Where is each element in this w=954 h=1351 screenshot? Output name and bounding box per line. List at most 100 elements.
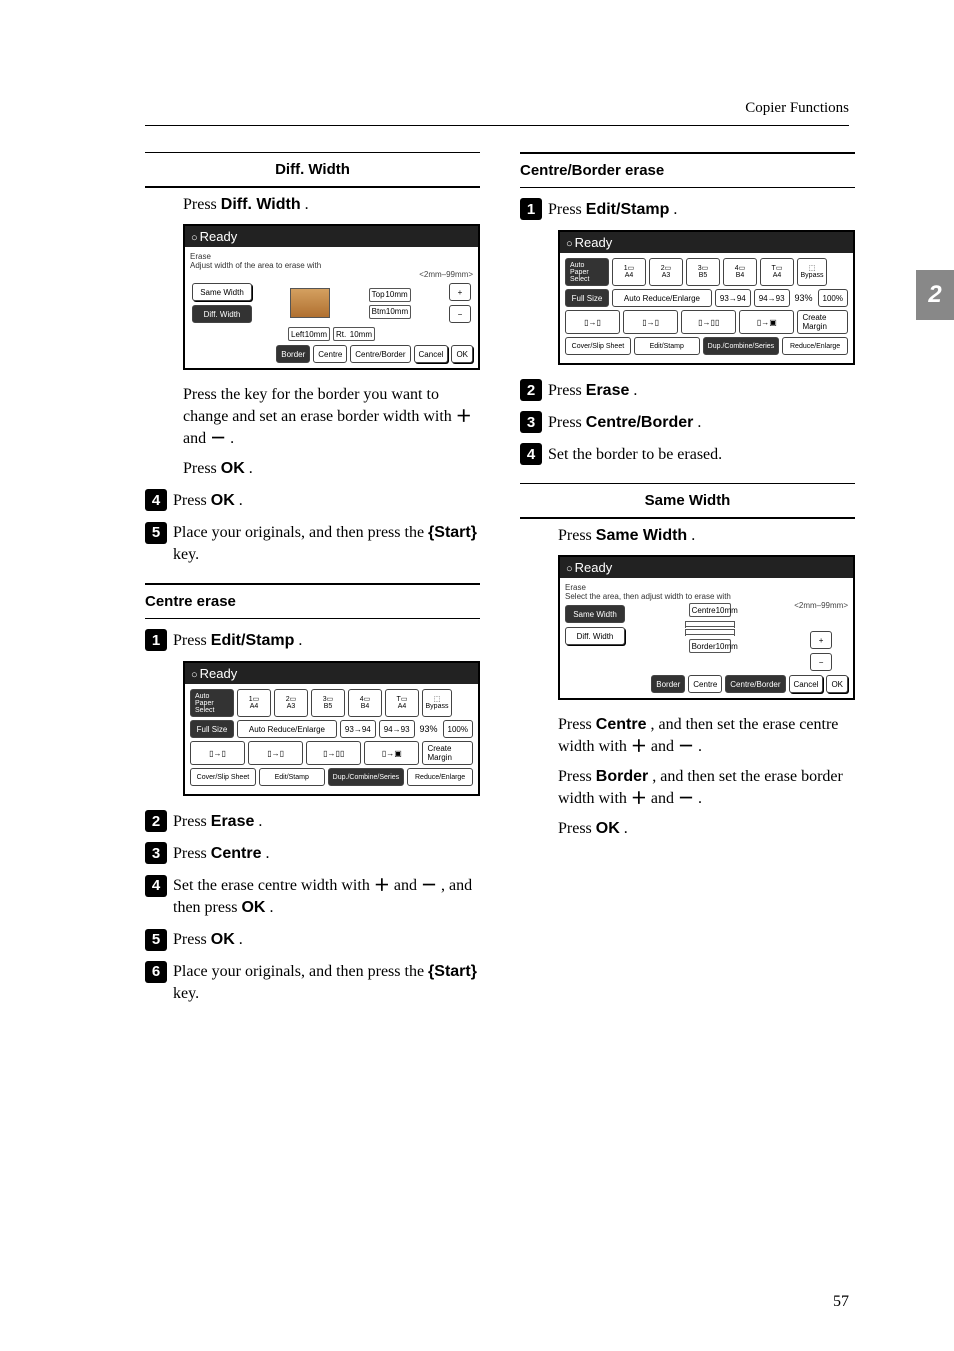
hundred-button[interactable]: 100% (818, 289, 848, 307)
step5-text1: Place your originals, and then press the (173, 524, 424, 541)
cb-s4-t: Set the border to be erased. (548, 444, 722, 466)
mode-2[interactable]: ▯→▯ (248, 741, 303, 765)
auto-paper-button[interactable]: Auto Paper Select (565, 258, 609, 286)
pct-label: 93% (418, 724, 440, 734)
left-column: Diff. Width Press Diff. Width . Ready Er… (145, 100, 480, 1015)
mode-1[interactable]: ▯→▯ (565, 310, 620, 334)
border-button[interactable]: Border (651, 675, 685, 693)
screen-title: Ready (185, 663, 478, 684)
diff-width-button[interactable]: Diff. Width (192, 305, 252, 323)
ce-s2-t: Press (173, 813, 207, 830)
ratio1-button[interactable]: 93→94 (715, 289, 751, 307)
reduce-enlarge-button[interactable]: Reduce/Enlarge (782, 337, 848, 355)
minus-button[interactable]: − (810, 653, 832, 671)
cb-step4-badge: 4 (520, 443, 542, 465)
full-size-button[interactable]: Full Size (190, 720, 234, 738)
mode-1[interactable]: ▯→▯ (190, 741, 245, 765)
covers-button[interactable]: Cover/Slip Sheet (190, 768, 256, 786)
diff-width-button[interactable]: Diff. Width (565, 627, 625, 645)
ok-button[interactable]: OK (451, 345, 473, 363)
ratio2-button[interactable]: 94→93 (754, 289, 790, 307)
mode-4[interactable]: ▯→▣ (739, 310, 794, 334)
edit-stamp-button[interactable]: Edit/Stamp (634, 337, 700, 355)
sw-hint: Erase (565, 583, 848, 592)
dup-combine-button[interactable]: Dup./Combine/Series (328, 768, 405, 786)
cb-s2-t: Press (548, 382, 582, 399)
same-width-button[interactable]: Same Width (565, 605, 625, 623)
same-width-button[interactable]: Same Width (192, 283, 252, 301)
plus-icon: ＋ (456, 408, 472, 425)
mode-3[interactable]: ▯→▯▯ (306, 741, 361, 765)
ce-s6-t1: Place your originals, and then press the (173, 963, 424, 980)
paper-a3[interactable]: 2▭A3 (649, 258, 683, 286)
paper-a4-2[interactable]: T▭A4 (385, 689, 419, 717)
cancel-button[interactable]: Cancel (789, 675, 824, 693)
ce-step1-text: Press (173, 632, 207, 649)
ok-label: OK (221, 460, 245, 477)
ce-s6-t2: key. (173, 985, 199, 1002)
plus-button[interactable]: + (449, 283, 471, 301)
edit-stamp-button[interactable]: Edit/Stamp (259, 768, 325, 786)
ratio2-button[interactable]: 94→93 (379, 720, 415, 738)
cb-erase-heading: Centre/Border erase (520, 156, 855, 185)
paper-a3[interactable]: 2▭A3 (274, 689, 308, 717)
covers-button[interactable]: Cover/Slip Sheet (565, 337, 631, 355)
cb-s1-tg: Edit/Stamp (586, 201, 670, 218)
minus-button[interactable]: − (449, 305, 471, 323)
paper-b5[interactable]: 3▭B5 (311, 689, 345, 717)
ce-s5-tg: OK (211, 931, 235, 948)
ratio1-button[interactable]: 93→94 (340, 720, 376, 738)
cancel-button[interactable]: Cancel (414, 345, 449, 363)
diff-para1: Press the key for the border you want to… (183, 386, 452, 425)
header-section-title: Copier Functions (745, 100, 849, 117)
screen-title: Ready (560, 557, 853, 578)
ce-step5-badge: 5 (145, 929, 167, 951)
auto-paper-button[interactable]: Auto Paper Select (190, 689, 234, 717)
cb-step3-badge: 3 (520, 411, 542, 433)
sw-press-p: . (691, 527, 695, 544)
ok-button[interactable]: OK (826, 675, 848, 693)
mode-4[interactable]: ▯→▣ (364, 741, 419, 765)
rt-input[interactable]: Rt.10mm (333, 327, 375, 341)
ce-s3-tg: Centre (211, 845, 262, 862)
ce-s4-tg: OK (241, 899, 265, 916)
step4-target: OK (211, 492, 235, 509)
screen-hint2: Adjust width of the area to erase with (190, 261, 321, 270)
press-period: . (305, 196, 309, 213)
auto-reduce-enlarge-button[interactable]: Auto Reduce/Enlarge (612, 289, 712, 307)
centre-button[interactable]: Centre (313, 345, 347, 363)
bypass-button[interactable]: ⬚Bypass (422, 689, 452, 717)
centre-border-button[interactable]: Centre/Border (725, 675, 785, 693)
paper-b4[interactable]: 4▭B4 (723, 258, 757, 286)
centre-input[interactable]: Centre10mm (689, 603, 731, 617)
border-input[interactable]: Border10mm (689, 639, 731, 653)
bypass-button[interactable]: ⬚Bypass (797, 258, 827, 286)
ce-step4-badge: 4 (145, 875, 167, 897)
paper-b4[interactable]: 4▭B4 (348, 689, 382, 717)
mode-2[interactable]: ▯→▯ (623, 310, 678, 334)
full-size-button[interactable]: Full Size (565, 289, 609, 307)
plus-button[interactable]: + (810, 631, 832, 649)
sw-range: <2mm–99mm> (794, 601, 848, 610)
paper-a4[interactable]: 1▭A4 (237, 689, 271, 717)
reduce-enlarge-button[interactable]: Reduce/Enlarge (407, 768, 473, 786)
centre-button[interactable]: Centre (688, 675, 722, 693)
minus-icon: － (210, 430, 226, 447)
paper-a4-2[interactable]: T▭A4 (760, 258, 794, 286)
paper-a4[interactable]: 1▭A4 (612, 258, 646, 286)
create-margin-button[interactable]: Create Margin (422, 741, 473, 765)
sw-p1b: Centre (596, 716, 647, 733)
ce-s4-t1: Set the erase centre width with (173, 877, 370, 894)
hundred-button[interactable]: 100% (443, 720, 473, 738)
cb-s3-t: Press (548, 414, 582, 431)
dup-combine-button[interactable]: Dup./Combine/Series (703, 337, 780, 355)
top-input[interactable]: Top10mm (369, 288, 411, 302)
left-input[interactable]: Left10mm (288, 327, 330, 341)
create-margin-button[interactable]: Create Margin (797, 310, 848, 334)
centre-border-button[interactable]: Centre/Border (350, 345, 410, 363)
border-button[interactable]: Border (276, 345, 310, 363)
paper-b5[interactable]: 3▭B5 (686, 258, 720, 286)
btm-input[interactable]: Btm10mm (369, 305, 411, 319)
mode-3[interactable]: ▯→▯▯ (681, 310, 736, 334)
auto-reduce-enlarge-button[interactable]: Auto Reduce/Enlarge (237, 720, 337, 738)
